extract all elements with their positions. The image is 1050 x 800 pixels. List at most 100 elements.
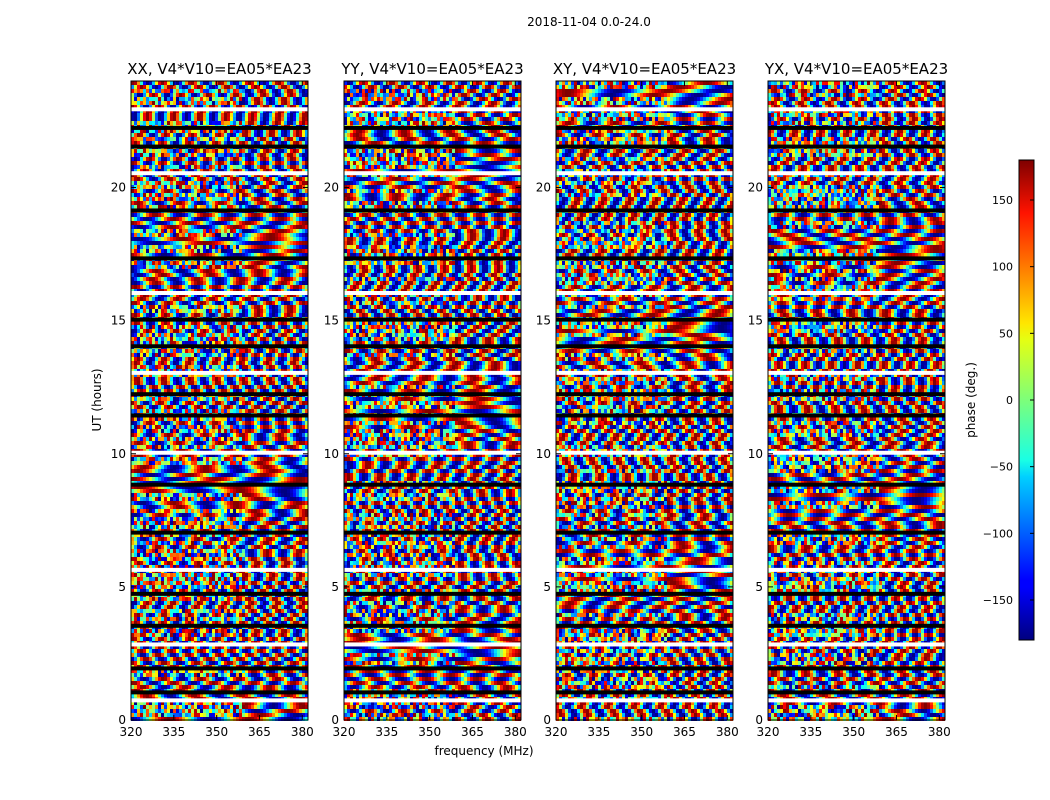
data-gap-band [131, 450, 308, 455]
data-gap-band [131, 666, 308, 671]
data-gap-band [556, 344, 733, 349]
colorbar-tick-label: 100 [992, 261, 1013, 274]
x-tick-label: 350 [842, 725, 865, 739]
data-gap-band [131, 642, 308, 647]
x-tick-label: 380 [291, 725, 314, 739]
data-gap-band [344, 530, 521, 535]
x-tick-label: 335 [162, 725, 185, 739]
data-gap-band [556, 291, 733, 295]
y-tick-label: 5 [543, 580, 551, 594]
data-gap-band [556, 690, 733, 695]
data-gap-band [768, 642, 945, 647]
y-tick-label: 15 [748, 314, 763, 328]
panel-title: XY, V4*V10=EA05*EA23 [553, 60, 736, 78]
colorbar-tick-label: −50 [990, 461, 1013, 474]
data-gap-band [344, 690, 521, 695]
y-tick-label: 5 [118, 580, 126, 594]
data-gap-band [131, 690, 308, 695]
data-gap-band [344, 171, 521, 176]
data-gap-band [556, 591, 733, 596]
data-gap-band [768, 370, 945, 375]
panel-yx: YX, V4*V10=EA05*EA23 320 335 350 365 380 0 5 10 1… [748, 60, 951, 739]
y-axis-label: UT (hours) [90, 368, 104, 431]
data-gap-band [768, 482, 945, 487]
data-gap-band [131, 591, 308, 596]
panel-frame [555, 80, 734, 721]
data-gap-band [131, 413, 308, 418]
data-gap-band [131, 623, 308, 628]
panel-frame [767, 80, 946, 721]
data-gap-band [131, 567, 308, 572]
colorbar-label: phase (deg.) [964, 362, 978, 438]
data-gap-band [344, 370, 521, 375]
panel-title: XX, V4*V10=EA05*EA23 [127, 60, 311, 78]
x-tick-label: 350 [630, 725, 653, 739]
y-tick-label: 15 [324, 314, 339, 328]
data-gap-band [768, 413, 945, 418]
y-tick-label: 0 [118, 713, 126, 727]
x-tick-label: 350 [418, 725, 441, 739]
colorbar-tick-label: 150 [992, 194, 1013, 207]
phase-heatmap-image [131, 81, 308, 721]
data-gap-band [768, 291, 945, 295]
data-gap-band [131, 256, 308, 261]
data-gap-band [768, 392, 945, 397]
data-gap-band [556, 698, 733, 703]
data-gap-band [344, 317, 521, 322]
data-gap-band [556, 567, 733, 572]
data-gap-band [768, 171, 945, 176]
data-gap-band [768, 623, 945, 628]
data-gap-band [344, 623, 521, 628]
data-gap-band [131, 144, 308, 149]
x-tick-label: 320 [545, 725, 568, 739]
data-gap-band [344, 208, 521, 213]
x-axis-label: frequency (MHz) [434, 744, 533, 758]
data-gap-band [344, 450, 521, 455]
data-gap-band [768, 698, 945, 703]
data-gap-band [768, 256, 945, 261]
data-gap-band [556, 317, 733, 322]
data-gap-band [556, 208, 733, 213]
data-gap-band [131, 530, 308, 535]
x-tick-label: 365 [885, 725, 908, 739]
data-gap-band [768, 690, 945, 695]
panel-xx: XX, V4*V10=EA05*EA23 320 335 350 365 380 0 5 10 1… [111, 60, 314, 739]
x-tick-label: 320 [757, 725, 780, 739]
x-tick-label: 380 [928, 725, 951, 739]
x-tick-label: 335 [375, 725, 398, 739]
data-gap-band [556, 392, 733, 397]
colorbar-tick-label: 50 [999, 327, 1013, 340]
x-tick-label: 335 [587, 725, 610, 739]
y-tick-label: 20 [324, 181, 339, 195]
data-gap-band [344, 125, 521, 130]
data-gap-band [344, 413, 521, 418]
data-gap-band [131, 370, 308, 375]
data-gap-band [556, 450, 733, 455]
data-gap-band [768, 591, 945, 596]
data-gap-band [344, 567, 521, 572]
y-tick-label: 15 [111, 314, 126, 328]
data-gap-band [556, 623, 733, 628]
y-tick-label: 5 [755, 580, 763, 594]
figure-title: 2018-11-04 0.0-24.0 [527, 15, 651, 29]
y-tick-label: 10 [111, 447, 126, 461]
data-gap-band [344, 666, 521, 671]
data-gap-band [768, 666, 945, 671]
data-gap-band [131, 125, 308, 130]
colorbar-tick-label: −150 [983, 594, 1013, 607]
data-gap-band [556, 642, 733, 647]
colorbar: 150 100 50 0 −50 −100 −150 phase (deg.) [964, 159, 1035, 641]
data-gap-band [556, 666, 733, 671]
data-gap-band [768, 530, 945, 535]
x-tick-label: 365 [461, 725, 484, 739]
data-gap-band [768, 450, 945, 455]
data-gap-band [556, 530, 733, 535]
data-gap-band [768, 208, 945, 213]
data-gap-band [344, 642, 521, 647]
data-gap-band [768, 125, 945, 130]
data-gap-band [556, 256, 733, 261]
data-gap-band [556, 144, 733, 149]
data-gap-band [344, 144, 521, 149]
data-gap-band [344, 698, 521, 703]
